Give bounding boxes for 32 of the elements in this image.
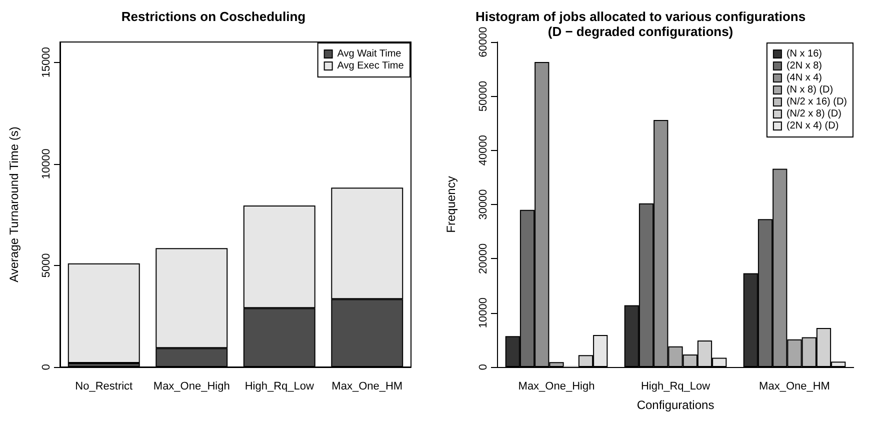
y-tick-label: 60000 [478, 26, 490, 58]
x-tick-label: Max_One_High [518, 380, 595, 392]
legend-label: (2N x 8) [786, 60, 822, 72]
y-tick-label: 5000 [40, 253, 52, 278]
x-axis-title: Configurations [636, 398, 714, 412]
legend-label: Avg Wait Time [337, 48, 402, 60]
y-tick-label: 15000 [40, 47, 52, 78]
legend-label: (4N x 4) [786, 72, 822, 84]
y-tick-label: 40000 [478, 135, 490, 166]
y-tick-label: 0 [478, 364, 490, 370]
legend-label: (N/2 x 16) (D) [786, 96, 847, 108]
y-tick-label: 10000 [478, 298, 490, 328]
legend-label: (2N x 4) (D) [786, 120, 839, 132]
y-axis-title: Frequency [444, 176, 458, 233]
legend-label: (N x 16) [786, 48, 822, 60]
x-tick-label: Max_One_HM [332, 380, 403, 392]
y-axis-title: Average Turnaround Time (s) [7, 126, 21, 282]
y-tick-label: 50000 [478, 80, 490, 112]
x-tick-label: No_Restrict [75, 380, 133, 392]
y-tick-label: 10000 [40, 148, 52, 180]
legend-label: (N x 8) (D) [786, 84, 834, 96]
x-tick-label: High_Rq_Low [244, 380, 314, 392]
x-tick-label: High_Rq_Low [640, 380, 710, 392]
legend-label: Avg Exec Time [337, 60, 404, 72]
chart-title: Restrictions on Coscheduling [121, 9, 306, 24]
y-tick-label: 20000 [478, 243, 490, 274]
bar [68, 263, 140, 363]
y-tick-label: 30000 [478, 189, 490, 220]
x-tick-label: Max_One_High [153, 380, 230, 392]
x-tick-label: Max_One_HM [759, 380, 830, 392]
y-tick-label: 0 [40, 364, 52, 370]
legend-label: (N/2 x 8) (D) [786, 108, 842, 120]
